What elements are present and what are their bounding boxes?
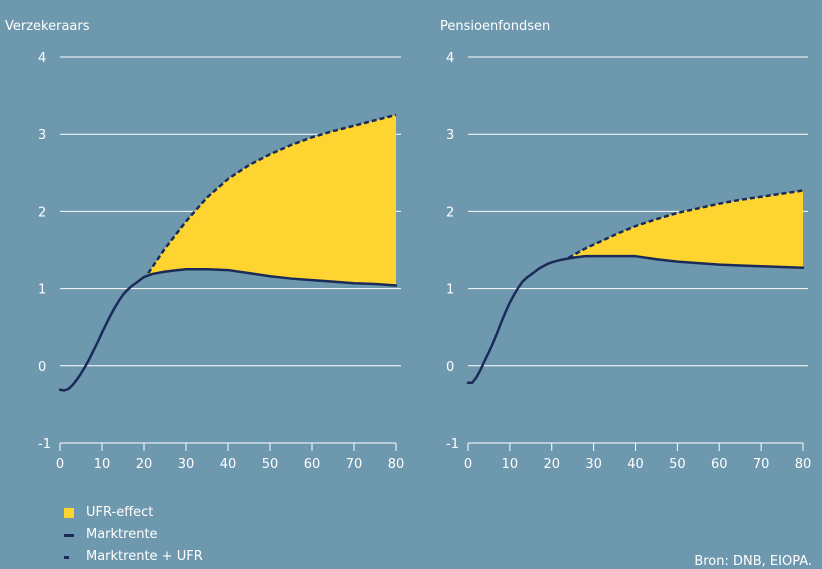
legend-label-ufr-effect: UFR-effect xyxy=(86,505,154,520)
legend-swatch-line xyxy=(64,533,74,537)
panel-title: Verzekeraars xyxy=(5,19,90,34)
legend-swatch-fill xyxy=(64,508,74,518)
x-tick-label: 30 xyxy=(585,457,602,472)
x-tick-label: 20 xyxy=(543,457,560,472)
legend: UFR-effect Marktrente Marktrente + UFR xyxy=(64,502,203,568)
x-tick-label: 60 xyxy=(711,457,728,472)
y-tick-label: 2 xyxy=(38,205,46,220)
y-tick-label: 2 xyxy=(446,205,454,220)
x-tick-label: 60 xyxy=(304,457,321,472)
y-tick-label: 4 xyxy=(446,51,454,66)
y-tick-label: -1 xyxy=(446,437,459,452)
legend-label-marktrente-ufr: Marktrente + UFR xyxy=(86,549,203,564)
y-tick-label: 0 xyxy=(446,360,454,375)
ufr-effect-area xyxy=(568,190,803,268)
y-tick-label: 1 xyxy=(38,283,46,298)
y-tick-label: 1 xyxy=(446,283,454,298)
x-tick-label: 20 xyxy=(136,457,153,472)
marktrente-ufr-line xyxy=(147,113,397,274)
x-tick-label: 50 xyxy=(262,457,279,472)
legend-swatch-dashed xyxy=(64,555,69,559)
marktrente-line xyxy=(466,254,805,385)
x-tick-label: 70 xyxy=(753,457,770,472)
x-tick-label: 10 xyxy=(502,457,519,472)
legend-item-marktrente: Marktrente xyxy=(64,524,203,546)
x-tick-label: 0 xyxy=(464,457,472,472)
marktrente-line xyxy=(58,268,398,392)
legend-item-ufr-effect: UFR-effect xyxy=(64,502,203,524)
x-tick-label: 30 xyxy=(178,457,195,472)
x-tick-label: 80 xyxy=(795,457,812,472)
panel-title: Pensioenfondsen xyxy=(440,19,550,34)
ufr-effect-area xyxy=(148,114,396,286)
x-tick-label: 40 xyxy=(220,457,237,472)
x-tick-label: 50 xyxy=(669,457,686,472)
x-tick-label: 10 xyxy=(94,457,111,472)
y-tick-label: 0 xyxy=(38,360,46,375)
x-tick-label: 40 xyxy=(627,457,644,472)
source-note: Bron: DNB, EIOPA. xyxy=(694,554,812,569)
x-tick-label: 70 xyxy=(346,457,363,472)
y-tick-label: -1 xyxy=(38,437,51,452)
y-tick-label: 3 xyxy=(446,128,454,143)
legend-label-marktrente: Marktrente xyxy=(86,527,158,542)
legend-item-marktrente-ufr: Marktrente + UFR xyxy=(64,546,203,568)
y-tick-label: 4 xyxy=(38,51,46,66)
x-tick-label: 80 xyxy=(388,457,405,472)
marktrente-ufr-line xyxy=(567,189,804,259)
y-tick-label: 3 xyxy=(38,128,46,143)
x-tick-label: 0 xyxy=(56,457,64,472)
